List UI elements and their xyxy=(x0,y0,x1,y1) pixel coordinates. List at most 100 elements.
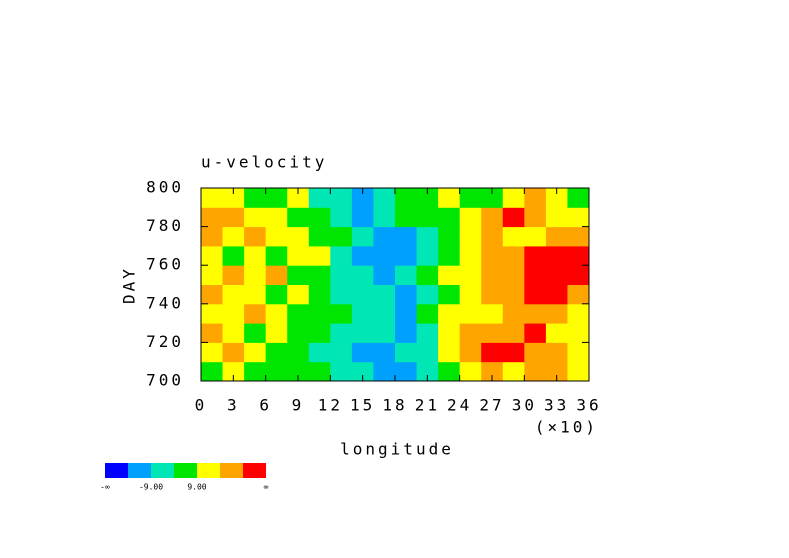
contour-cell xyxy=(201,323,224,343)
contour-cell xyxy=(244,226,267,247)
contour-cell xyxy=(416,207,439,228)
x-tick-label: 9 xyxy=(292,396,305,415)
contour-cell xyxy=(416,226,439,247)
contour-cell xyxy=(287,207,310,228)
contour-cell xyxy=(459,284,482,305)
contour-cell xyxy=(244,188,267,208)
contour-cell xyxy=(438,207,461,228)
contour-cell xyxy=(567,284,590,305)
contour-cell xyxy=(395,207,418,228)
contour-cell xyxy=(524,265,547,285)
contour-cell xyxy=(222,361,245,382)
colorbar-swatch xyxy=(174,463,197,478)
contour-cell xyxy=(373,323,396,343)
contour-cell xyxy=(201,265,224,285)
x-tick-label: 36 xyxy=(576,396,601,415)
colorbar-swatch xyxy=(220,463,243,478)
contour-cell xyxy=(502,207,525,228)
contour-cell xyxy=(502,342,525,363)
contour-cell xyxy=(244,342,267,363)
colorbar-label: -∞ xyxy=(100,483,110,492)
contour-cell xyxy=(524,342,547,363)
contour-cell xyxy=(222,342,245,363)
contour-cell xyxy=(481,226,504,247)
contour-cell xyxy=(330,361,353,382)
contour-cell xyxy=(567,245,590,266)
contour-cell xyxy=(373,226,396,247)
x-tick-label: 6 xyxy=(259,396,272,415)
contour-field xyxy=(201,188,590,382)
contour-cell xyxy=(438,323,461,343)
contour-cell xyxy=(287,245,310,266)
contour-cell xyxy=(416,245,439,266)
contour-cell xyxy=(244,284,267,305)
contour-cell xyxy=(265,284,288,305)
contour-cell xyxy=(308,207,331,228)
contour-cell xyxy=(459,323,482,343)
contour-cell xyxy=(244,323,267,343)
contour-cell xyxy=(287,303,310,324)
contour-cell xyxy=(502,245,525,266)
contour-cell xyxy=(351,207,374,228)
x-tick-label: 12 xyxy=(318,396,343,415)
contour-cell xyxy=(545,207,568,228)
contour-cell xyxy=(373,342,396,363)
contour-cell xyxy=(244,303,267,324)
colorbar-swatch xyxy=(243,463,266,478)
contour-cell xyxy=(481,188,504,208)
contour-cell xyxy=(395,342,418,363)
contour-cell xyxy=(524,207,547,228)
contour-cell xyxy=(416,284,439,305)
chart-title: u-velocity xyxy=(201,153,327,172)
contour-cell xyxy=(265,245,288,266)
contour-cell xyxy=(201,226,224,247)
contour-cell xyxy=(545,361,568,382)
contour-cell xyxy=(373,245,396,266)
contour-cell xyxy=(373,188,396,208)
contour-cell xyxy=(330,245,353,266)
contour-cell xyxy=(567,303,590,324)
x-axis-label: longitude xyxy=(340,440,454,459)
contour-cell xyxy=(222,303,245,324)
contour-cell xyxy=(481,323,504,343)
contour-cell xyxy=(351,284,374,305)
contour-cell xyxy=(308,245,331,266)
contour-cell xyxy=(459,303,482,324)
contour-cell xyxy=(545,323,568,343)
x-multiplier: (×10) xyxy=(535,418,598,437)
contour-cell xyxy=(459,188,482,208)
colorbar-swatch xyxy=(151,463,174,478)
y-tick-label: 780 xyxy=(146,216,184,235)
contour-cell xyxy=(459,226,482,247)
contour-cell xyxy=(395,226,418,247)
contour-cell xyxy=(201,303,224,324)
contour-cell xyxy=(567,188,590,208)
colorbar-swatch xyxy=(105,463,128,478)
contour-cell xyxy=(567,265,590,285)
contour-cell xyxy=(222,245,245,266)
contour-cell xyxy=(502,226,525,247)
contour-cell xyxy=(201,188,224,208)
contour-cell xyxy=(481,265,504,285)
contour-cell xyxy=(395,284,418,305)
contour-cell xyxy=(567,323,590,343)
x-tick-label: 21 xyxy=(415,396,440,415)
x-tick-label: 18 xyxy=(382,396,407,415)
contour-cell xyxy=(330,207,353,228)
contour-cell xyxy=(459,207,482,228)
contour-cell xyxy=(481,245,504,266)
contour-cell xyxy=(351,265,374,285)
contour-cell xyxy=(416,323,439,343)
contour-cell xyxy=(502,361,525,382)
contour-cell xyxy=(524,188,547,208)
contour-cell xyxy=(265,323,288,343)
contour-cell xyxy=(438,265,461,285)
x-tick-label: 0 xyxy=(195,396,208,415)
contour-cell xyxy=(308,303,331,324)
contour-cell xyxy=(351,245,374,266)
colorbar-label: -9.00 xyxy=(139,483,163,492)
contour-cell xyxy=(395,361,418,382)
contour-cell xyxy=(481,303,504,324)
contour-cell xyxy=(222,265,245,285)
